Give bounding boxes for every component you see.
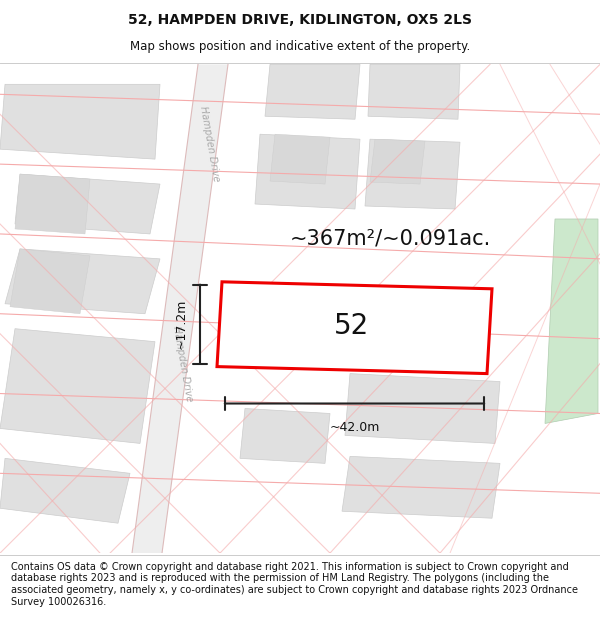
Polygon shape (0, 84, 160, 159)
Text: ~17.2m: ~17.2m (175, 299, 188, 349)
Polygon shape (0, 329, 155, 443)
Polygon shape (342, 456, 500, 518)
Polygon shape (365, 139, 460, 209)
Polygon shape (370, 139, 425, 184)
Polygon shape (15, 174, 90, 234)
Polygon shape (15, 174, 160, 234)
Polygon shape (368, 64, 460, 119)
Text: Map shows position and indicative extent of the property.: Map shows position and indicative extent… (130, 40, 470, 53)
Polygon shape (0, 458, 130, 523)
Polygon shape (270, 134, 330, 184)
Polygon shape (217, 282, 492, 374)
Text: Hampden Drive: Hampden Drive (199, 106, 221, 182)
Text: ~367m²/~0.091ac.: ~367m²/~0.091ac. (289, 229, 491, 249)
Text: Hampden Drive: Hampden Drive (172, 325, 194, 402)
Polygon shape (345, 374, 500, 443)
Text: 52: 52 (334, 312, 370, 340)
Text: Contains OS data © Crown copyright and database right 2021. This information is : Contains OS data © Crown copyright and d… (11, 562, 578, 606)
Polygon shape (240, 409, 330, 463)
Polygon shape (10, 249, 90, 314)
Polygon shape (265, 64, 360, 119)
Polygon shape (255, 134, 360, 209)
Text: ~42.0m: ~42.0m (329, 421, 380, 434)
Polygon shape (545, 219, 598, 424)
Text: 52, HAMPDEN DRIVE, KIDLINGTON, OX5 2LS: 52, HAMPDEN DRIVE, KIDLINGTON, OX5 2LS (128, 13, 472, 27)
Polygon shape (5, 249, 160, 314)
Polygon shape (132, 64, 228, 553)
